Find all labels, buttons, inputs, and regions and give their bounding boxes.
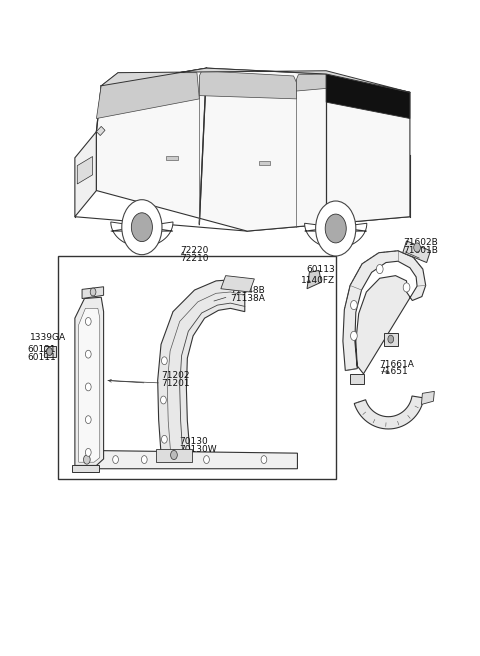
Text: 60121: 60121	[27, 345, 56, 354]
Polygon shape	[166, 156, 178, 160]
Circle shape	[204, 456, 209, 464]
Circle shape	[170, 451, 177, 460]
Circle shape	[85, 350, 91, 358]
Polygon shape	[75, 132, 96, 216]
Text: 71148B: 71148B	[230, 286, 265, 295]
Circle shape	[142, 456, 147, 464]
Circle shape	[388, 335, 394, 343]
Circle shape	[376, 264, 383, 274]
Bar	[58, 256, 336, 479]
Circle shape	[161, 357, 167, 365]
Text: 71601B: 71601B	[403, 247, 438, 255]
Text: 1140FZ: 1140FZ	[301, 276, 336, 285]
Polygon shape	[403, 241, 431, 262]
Circle shape	[161, 436, 167, 443]
Polygon shape	[199, 71, 297, 99]
Text: 60111: 60111	[27, 353, 56, 362]
Circle shape	[85, 383, 91, 391]
Text: 71202: 71202	[161, 371, 190, 380]
Circle shape	[316, 201, 356, 256]
Text: 71138A: 71138A	[230, 294, 265, 303]
Circle shape	[113, 456, 119, 464]
Polygon shape	[259, 161, 270, 165]
Text: 70130W: 70130W	[179, 445, 216, 454]
Polygon shape	[101, 68, 410, 92]
Polygon shape	[79, 308, 100, 462]
Text: 60113: 60113	[306, 265, 335, 274]
Text: 71651: 71651	[379, 367, 408, 377]
Circle shape	[84, 455, 90, 464]
Circle shape	[350, 331, 357, 340]
Polygon shape	[96, 73, 199, 119]
Circle shape	[403, 283, 410, 292]
Polygon shape	[72, 466, 99, 472]
Polygon shape	[157, 279, 245, 454]
Circle shape	[160, 396, 166, 404]
Circle shape	[47, 348, 52, 356]
Polygon shape	[421, 392, 434, 405]
Circle shape	[85, 449, 91, 457]
Circle shape	[261, 456, 267, 464]
Polygon shape	[77, 157, 93, 184]
Polygon shape	[96, 68, 410, 231]
Text: 72210: 72210	[180, 253, 209, 262]
Text: 71661A: 71661A	[379, 359, 414, 369]
Polygon shape	[305, 223, 367, 248]
Polygon shape	[221, 276, 254, 292]
Circle shape	[122, 199, 162, 255]
Polygon shape	[326, 74, 410, 119]
Text: 71201: 71201	[161, 379, 190, 388]
Polygon shape	[350, 374, 364, 384]
Text: 71602B: 71602B	[403, 239, 437, 247]
Text: 72220: 72220	[180, 246, 208, 255]
Circle shape	[90, 288, 96, 296]
Polygon shape	[343, 251, 426, 374]
Polygon shape	[297, 74, 326, 91]
Circle shape	[414, 243, 420, 252]
Circle shape	[325, 214, 346, 243]
Circle shape	[350, 300, 357, 310]
Polygon shape	[80, 447, 94, 472]
Polygon shape	[82, 287, 104, 298]
Polygon shape	[307, 270, 322, 289]
Polygon shape	[384, 333, 398, 346]
Text: 70130: 70130	[179, 437, 207, 446]
Text: 1339GA: 1339GA	[30, 333, 67, 342]
Polygon shape	[44, 346, 56, 358]
Polygon shape	[354, 396, 424, 429]
Circle shape	[85, 416, 91, 424]
Circle shape	[85, 318, 91, 325]
Polygon shape	[96, 127, 105, 136]
Polygon shape	[111, 222, 173, 247]
Polygon shape	[75, 297, 104, 466]
Polygon shape	[84, 451, 298, 469]
Polygon shape	[156, 449, 192, 462]
Circle shape	[132, 213, 153, 241]
